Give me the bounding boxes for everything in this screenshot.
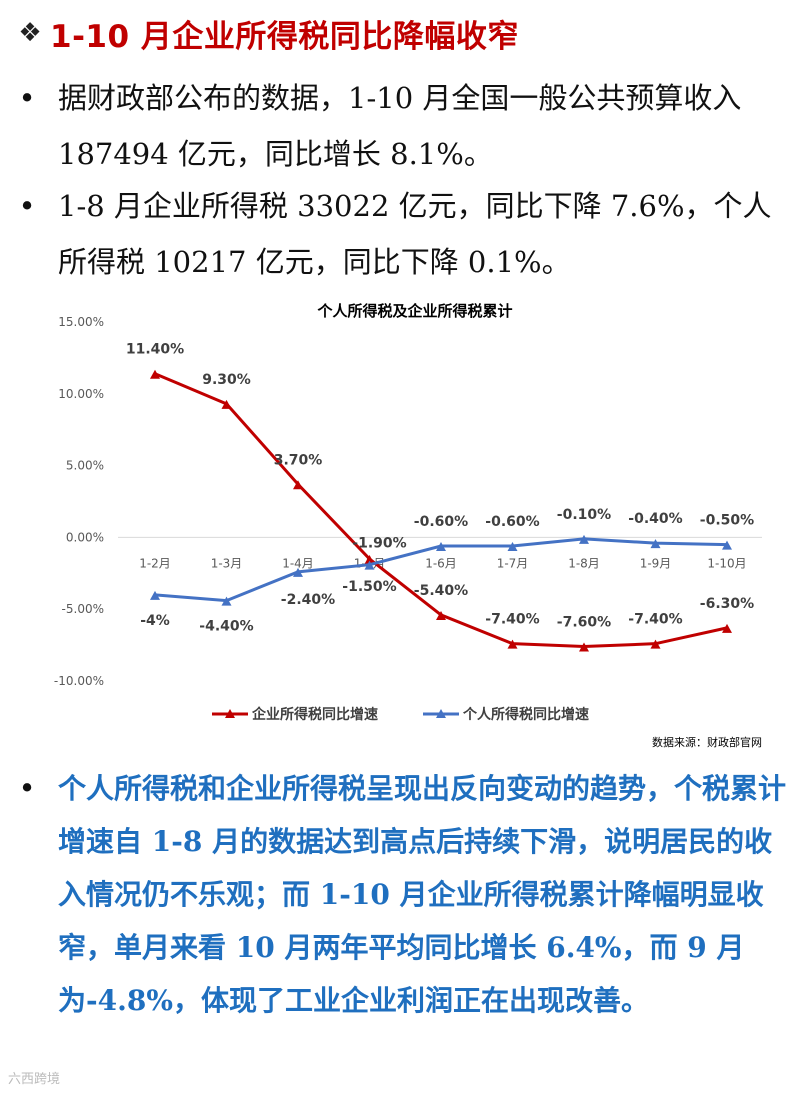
bullet-dot: • (18, 189, 36, 223)
data-label: -2.40% (281, 592, 335, 608)
x-tick-label: 1-8月 (568, 556, 600, 570)
data-label: -7.60% (557, 615, 611, 631)
data-label: -0.10% (557, 507, 611, 523)
legend-marker (436, 709, 446, 718)
x-tick-label: 1-6月 (425, 556, 457, 570)
x-tick-label: 1-3月 (211, 556, 243, 570)
x-tick-label: 1-2月 (139, 556, 171, 570)
data-label: -4.40% (199, 619, 253, 635)
data-point-marker (579, 642, 589, 652)
x-tick-label: 1-4月 (282, 556, 314, 570)
y-tick-label: -10.00% (54, 674, 104, 688)
data-label: -6.30% (700, 596, 754, 612)
data-label: -0.50% (700, 513, 754, 529)
data-point-marker (650, 539, 661, 549)
corporate-tax-series-line (154, 372, 728, 649)
watermark: 六西跨境 (8, 1072, 61, 1087)
data-point-marker (507, 639, 518, 649)
bullet-text: 据财政部公布的数据，1-10 月全国一般公共预算收入 187494 亿元，同比增… (58, 81, 742, 171)
data-point-marker (221, 596, 232, 606)
bullet-dot: • (18, 771, 36, 805)
y-tick-label: 0.00% (66, 530, 104, 544)
data-point-marker (507, 542, 518, 552)
x-tick-label: 1-7月 (497, 556, 529, 570)
data-label: -1.90% (352, 536, 406, 552)
data-point-marker (722, 623, 732, 633)
data-point-marker (150, 590, 160, 600)
y-tick-label: 10.00% (58, 387, 104, 401)
data-point-marker (221, 399, 232, 409)
bullet-dot: • (18, 81, 36, 115)
data-point-marker (364, 560, 375, 570)
section-heading: ❖ 1-10 月企业所得税同比降幅收窄 (10, 8, 519, 58)
data-label: -5.40% (414, 583, 468, 599)
data-label: -0.40% (628, 511, 682, 527)
data-label: -0.60% (414, 514, 468, 530)
data-point-marker (579, 534, 589, 544)
data-label: 9.30% (202, 372, 251, 388)
y-tick-label: 5.00% (66, 459, 104, 473)
y-tick-label: -5.00% (62, 602, 104, 616)
chart-source-note: 数据来源：财政部官网 (652, 735, 762, 749)
data-label: -1.50% (342, 579, 396, 595)
data-label: -0.60% (485, 514, 539, 530)
bullet-text: 1-8 月企业所得税 33022 亿元，同比下降 7.6%，个人所得税 1021… (58, 189, 772, 279)
data-point-marker (436, 542, 446, 552)
y-tick-label: 15.00% (58, 315, 104, 329)
data-point-marker (436, 610, 446, 620)
data-point-marker (293, 480, 303, 490)
data-label: -7.40% (628, 612, 682, 628)
x-tick-label: 1-9月 (640, 556, 672, 570)
data-point-marker (722, 540, 732, 550)
tax-growth-line-chart: 个人所得税及企业所得税累计 15.00% 10.00% 5.00% 0.00% -5.00… (54, 302, 762, 749)
data-label: -7.40% (485, 612, 539, 628)
legend-marker (225, 709, 235, 718)
data-label: 3.70% (274, 452, 323, 468)
data-label: -4% (140, 613, 170, 629)
data-point-marker (364, 554, 375, 564)
heading-title: 1-10 月企业所得税同比降幅收窄 (50, 18, 519, 55)
legend-label: 个人所得税同比增速 (462, 706, 589, 723)
bullet-text: 个人所得税和企业所得税呈现出反向变动的趋势，个税累计增速自 1-8 月的数据达到… (58, 772, 787, 1017)
chart-title: 个人所得税及企业所得税累计 (316, 302, 512, 320)
data-point-marker (293, 567, 303, 577)
data-label: 11.40% (126, 342, 184, 358)
data-point-marker (150, 369, 160, 379)
data-point-marker (650, 639, 661, 649)
diamond-bullet-icon: ❖ (18, 18, 42, 48)
x-tick-label: 1-10月 (707, 556, 746, 570)
legend-label: 企业所得税同比增速 (251, 706, 378, 723)
